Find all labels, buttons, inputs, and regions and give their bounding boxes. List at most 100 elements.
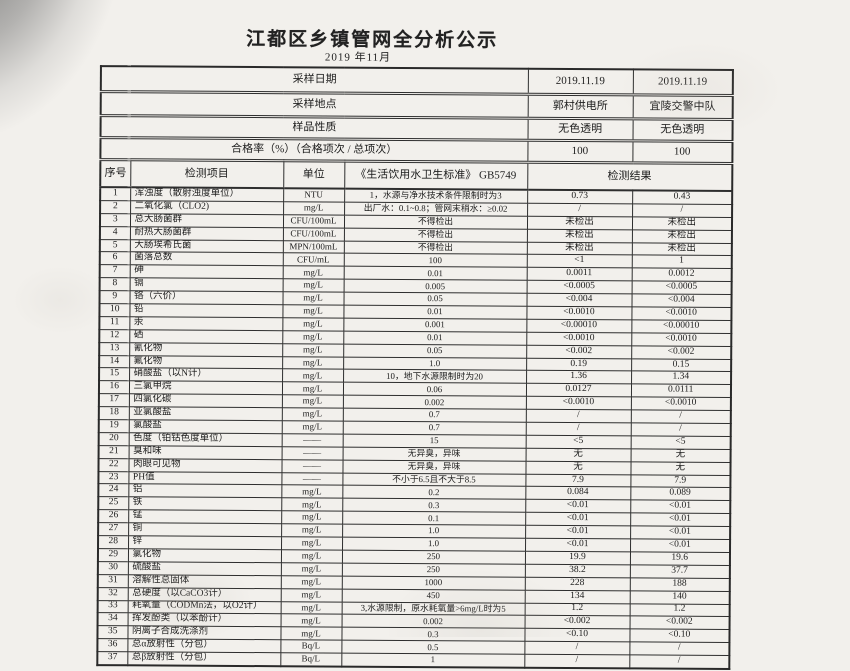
cell-standard: 0.5 [341,640,525,655]
cell-result-site2: / [629,642,730,656]
cell-result-site1: <0.0005 [526,280,632,294]
cell-result-site2: 19.6 [629,551,730,566]
cell-result-site1: 134 [524,589,630,604]
cell-standard: 1.0 [343,356,527,371]
cell-item: 菌落总数 [129,252,283,267]
cell-standard: 1，水源与净水技术条件限制时为3 [344,188,528,204]
cell-item: 四氯化碳 [128,394,282,408]
cell-result-site2: 1.34 [631,371,732,385]
cell-item: 耐热大肠菌群 [129,226,283,241]
cell-result-site1: 0.73 [527,189,633,204]
cell-standard: 不得检出 [343,214,528,229]
cell-result-site1: 0.0127 [525,383,632,398]
cell-result-site2: / [629,654,730,669]
cell-no: 22 [98,458,129,472]
cell-item: 氰化物 [129,342,283,357]
cell-result-site1: 38.2 [524,564,630,578]
cell-result-site1: <0.002 [524,615,630,630]
cell-no: 32 [97,587,128,601]
cell-unit: mg/L [281,498,343,512]
cell-unit: mg/L [280,549,343,563]
cell-unit: mg/L [280,627,342,641]
cell-standard: 250 [341,562,525,577]
cell-standard: 0.01 [343,305,527,320]
paper-sheet: 江都区乡镇管网全分析公示 2019 年11月 采样日期 2019.11.19 201… [96,29,734,670]
cell-no: 1 [100,187,131,201]
cell-no: 25 [98,496,129,511]
info-value-site2: 无色透明 [632,118,733,142]
cell-no: 12 [99,329,130,343]
cell-no: 34 [97,612,128,627]
cell-no: 20 [98,432,129,446]
cell-no: 18 [98,406,129,420]
cell-result-site1: / [524,641,630,655]
cell-result-site2: 0.089 [630,487,731,501]
cell-result-site2: <0.01 [629,538,731,553]
cell-no: 10 [99,303,130,317]
cell-result-site1: <0.0010 [526,306,632,320]
cell-result-site2: <0.002 [629,616,730,630]
cell-result-site1: 1.2 [524,602,630,617]
cell-item: 总硬度（以CaCO3计） [127,587,281,602]
cell-result-site1: 未检出 [526,215,633,230]
cell-unit: CFU/100mL [282,214,345,228]
cell-standard: 0.05 [343,343,527,358]
cell-item: 二氧化氯（CLO2) [130,200,284,215]
sample-info-section: 采样日期 2019.11.19 2019.11.19 采样地点 郭村供电所 宜陵交警中队样… [100,66,733,164]
cell-standard: 0.7 [342,408,526,423]
cell-item: 总α放射性（分包） [127,638,281,653]
cell-standard: 0.01 [343,266,527,281]
header-item: 检测项目 [130,159,284,189]
cell-no: 17 [98,393,129,407]
water-quality-table: 采样日期 2019.11.19 2019.11.19 采样地点 郭村供电所 宜陵交警中队样… [96,65,734,670]
cell-result-site2: 0.0111 [630,384,732,398]
cell-item: 锌 [128,535,282,550]
cell-result-site1: / [525,409,631,423]
cell-no: 4 [99,226,130,240]
cell-result-site2: 7.9 [630,474,731,488]
cell-item: 氯酸盐 [128,419,282,434]
cell-unit: mg/L [281,485,343,499]
info-label: 合格率（%）（合格项次 / 总项次） [100,137,528,163]
cell-no: 2 [100,200,131,214]
cell-item: 锰 [128,510,282,524]
cell-result-site2: <0.004 [631,293,732,308]
cell-result-site1: 0.0011 [526,267,632,282]
cell-no: 15 [99,368,130,382]
cell-result-site2: 未检出 [631,229,732,244]
cell-result-site2: / [630,422,731,437]
page-subtitle: 2019 年11月 [324,51,392,64]
cell-no: 21 [98,445,129,459]
cell-result-site1: 0.084 [525,486,631,501]
cell-standard: 0.3 [342,498,526,513]
cell-item: 汞 [129,316,283,331]
cell-standard: 不得检出 [343,240,527,255]
cell-item: 铜 [128,522,282,537]
cell-item: 亚氯酸盐 [128,406,282,421]
cell-result-site1: / [525,422,631,436]
cell-standard: 0.05 [343,292,527,307]
cell-no: 6 [99,252,130,266]
cell-standard: 0.01 [343,330,527,345]
cell-no: 13 [99,342,130,356]
cell-no: 8 [99,277,130,291]
cell-result-site1: 无 [525,460,631,475]
cell-result-site1: <0.004 [526,293,632,307]
header-result: 检测结果 [527,162,733,191]
cell-no: 5 [99,239,130,253]
cell-no: 9 [99,290,130,304]
cell-item: 大肠埃希氏菌 [129,239,283,254]
header-unit: 单位 [283,160,345,189]
cell-standard: 10，地下水源限制时为20 [343,369,527,384]
cell-unit: mg/L [282,266,344,280]
cell-result-site2: <0.0005 [631,281,732,295]
cell-unit: mg/L [281,407,343,422]
cell-item: PH值 [128,471,282,486]
cell-result-site2: <0.01 [630,500,731,514]
cell-standard: 0.1 [342,511,526,526]
cell-result-site2: 188 [629,577,730,592]
cell-result-site1: 0.19 [526,357,632,372]
cell-result-site2: <5 [630,435,731,450]
cell-result-site2: 无 [630,448,731,463]
cell-result-site1: <0.10 [524,628,630,643]
